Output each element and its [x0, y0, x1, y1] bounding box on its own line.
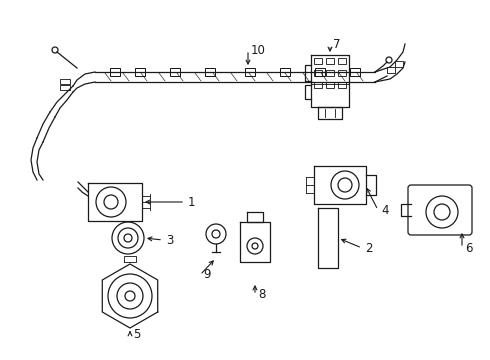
Bar [135, 68, 145, 76]
Text: 1: 1 [188, 195, 196, 208]
Bar [170, 68, 180, 76]
Bar [338, 82, 346, 88]
Bar [387, 67, 395, 73]
Text: 4: 4 [381, 203, 389, 216]
Bar [110, 68, 120, 76]
Bar [395, 61, 403, 67]
Bar [314, 58, 322, 64]
Text: 8: 8 [258, 288, 266, 302]
Bar [326, 70, 334, 76]
Text: 3: 3 [166, 234, 173, 247]
Bar [326, 82, 334, 88]
Bar [326, 58, 334, 64]
Bar [314, 82, 322, 88]
Bar [338, 70, 346, 76]
Text: 10: 10 [251, 44, 266, 57]
Bar [60, 79, 70, 84]
Bar [315, 68, 325, 76]
Text: 6: 6 [465, 242, 472, 255]
Text: 5: 5 [133, 328, 140, 342]
Bar [245, 68, 255, 76]
Bar [205, 68, 215, 76]
Bar [314, 70, 322, 76]
Text: 2: 2 [365, 242, 372, 255]
Text: 9: 9 [203, 269, 211, 282]
Text: 7: 7 [333, 39, 341, 51]
Bar [60, 85, 70, 90]
Bar [338, 58, 346, 64]
Bar [280, 68, 290, 76]
Bar [350, 68, 360, 76]
